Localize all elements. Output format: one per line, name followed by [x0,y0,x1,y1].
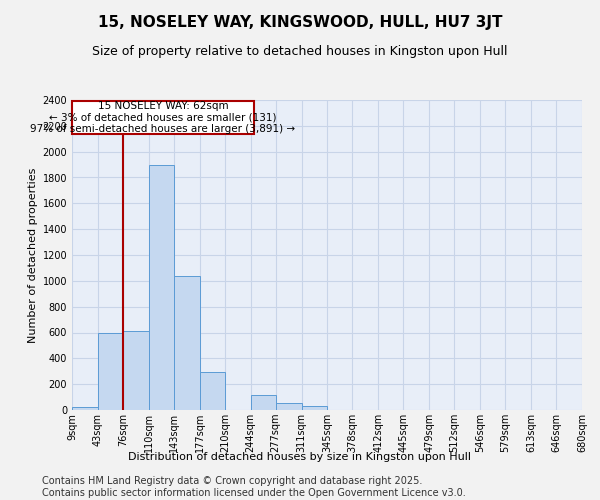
Bar [251,395,275,410]
Bar [275,403,302,410]
Text: Size of property relative to detached houses in Kingston upon Hull: Size of property relative to detached ho… [92,45,508,58]
Bar [72,408,98,410]
Bar [200,372,225,410]
Bar [98,332,123,410]
Text: 15, NOSELEY WAY, KINGSWOOD, HULL, HU7 3JT: 15, NOSELEY WAY, KINGSWOOD, HULL, HU7 3J… [98,15,502,30]
Y-axis label: Number of detached properties: Number of detached properties [28,168,38,342]
Bar [149,164,174,410]
Bar [123,331,149,410]
Text: Contains HM Land Registry data © Crown copyright and database right 2025.
Contai: Contains HM Land Registry data © Crown c… [42,476,466,498]
Text: Distribution of detached houses by size in Kingston upon Hull: Distribution of detached houses by size … [128,452,472,462]
FancyBboxPatch shape [72,100,254,134]
Bar [174,276,200,410]
Text: 15 NOSELEY WAY: 62sqm
← 3% of detached houses are smaller (131)
97% of semi-deta: 15 NOSELEY WAY: 62sqm ← 3% of detached h… [30,100,295,134]
Bar [302,406,328,410]
